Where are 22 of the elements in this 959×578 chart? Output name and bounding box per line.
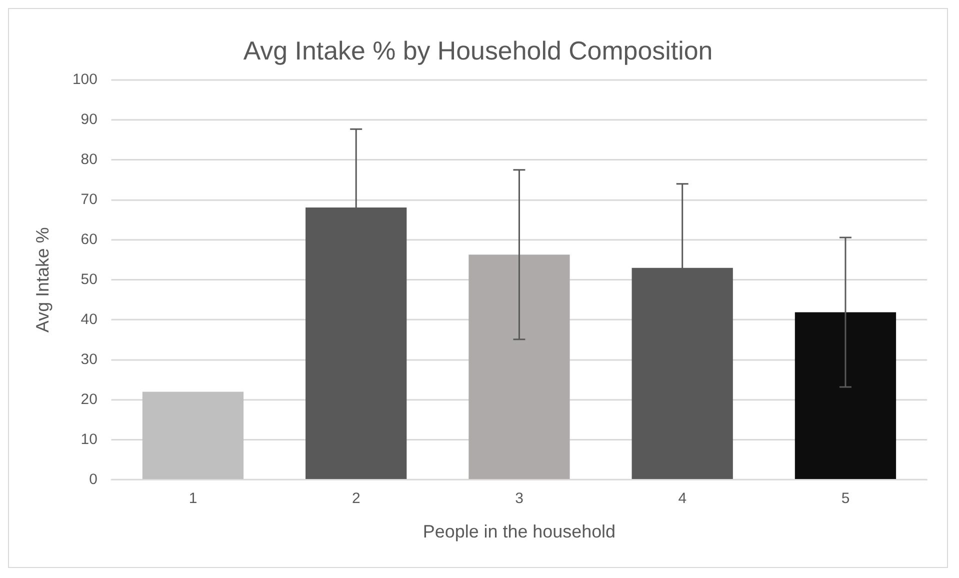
y-axis-title: Avg Intake % (32, 227, 53, 332)
chart-title: Avg Intake % by Household Composition (243, 38, 713, 66)
bar (794, 312, 896, 479)
y-tick-label: 50 (80, 270, 98, 288)
y-tick-label: 40 (80, 310, 98, 328)
y-tick-label: 30 (80, 350, 98, 368)
x-tick-label: 2 (352, 490, 360, 507)
x-tick-label: 5 (841, 490, 850, 507)
y-tick-label: 90 (80, 111, 98, 128)
bar (142, 392, 244, 479)
y-tick-label: 70 (80, 191, 98, 208)
x-tick-label: 1 (188, 490, 198, 507)
y-tick-label: 60 (80, 230, 98, 248)
x-tick-label: 3 (515, 490, 524, 507)
y-tick-label: 80 (80, 151, 98, 168)
y-tick-label: 0 (89, 470, 98, 488)
bar (468, 254, 570, 479)
x-tick-label: 4 (678, 490, 687, 507)
y-tick-label: 20 (80, 390, 98, 408)
y-tick-label: 100 (72, 71, 98, 88)
x-axis-title: People in the household (422, 521, 616, 542)
y-tick-label: 10 (80, 430, 98, 448)
